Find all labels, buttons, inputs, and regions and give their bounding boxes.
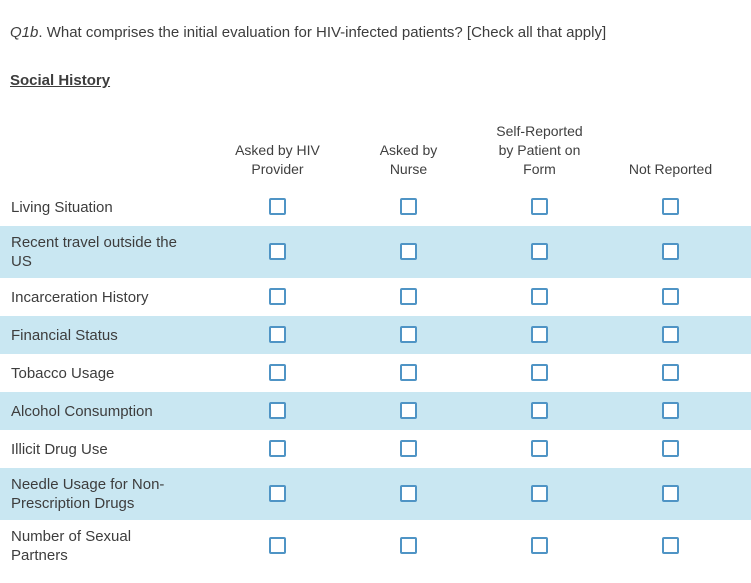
- row-label: Illicit Drug Use: [11, 440, 108, 458]
- table-row-financial-status: Financial Status: [0, 316, 751, 354]
- checkbox[interactable]: [662, 243, 679, 261]
- row-label: Incarceration History: [11, 288, 149, 306]
- checkbox[interactable]: [269, 485, 286, 503]
- checkbox[interactable]: [531, 485, 548, 503]
- row-label: Recent travel outside the US: [11, 234, 177, 270]
- table-row-tobacco-usage: Tobacco Usage: [0, 354, 751, 392]
- checkbox[interactable]: [662, 326, 679, 344]
- checkbox[interactable]: [531, 243, 548, 261]
- column-header-label: Self-Reported by Patient on Form: [496, 123, 583, 177]
- row-label: Living Situation: [11, 198, 113, 216]
- matrix-header-row: Asked by HIV Provider Asked by Nurse Sel…: [0, 122, 751, 188]
- table-row-incarceration-history: Incarceration History: [0, 278, 751, 316]
- checkbox[interactable]: [400, 440, 417, 458]
- question-text: Q1b. What comprises the initial evaluati…: [10, 24, 751, 42]
- checkbox[interactable]: [400, 243, 417, 261]
- checkbox[interactable]: [269, 326, 286, 344]
- checkbox[interactable]: [662, 440, 679, 458]
- checkbox[interactable]: [531, 440, 548, 458]
- checkbox[interactable]: [400, 326, 417, 344]
- table-row-recent-travel: Recent travel outside the US: [0, 226, 751, 278]
- table-row-needle-usage: Needle Usage for Non- Prescription Drugs: [0, 468, 751, 520]
- row-label: Needle Usage for Non- Prescription Drugs: [11, 476, 165, 512]
- question-body: . What comprises the initial evaluation …: [38, 24, 607, 41]
- row-label: Number of Sexual Partners: [11, 528, 132, 564]
- row-label: Tobacco Usage: [11, 364, 115, 382]
- checkbox[interactable]: [531, 364, 548, 382]
- column-header-asked-by-nurse: Asked by Nurse: [343, 141, 474, 179]
- question-number: Q1b: [10, 24, 39, 41]
- checkbox[interactable]: [400, 288, 417, 306]
- checkbox[interactable]: [400, 364, 417, 382]
- column-header-label: Asked by Nurse: [379, 142, 438, 177]
- table-row-living-situation: Living Situation: [0, 188, 751, 226]
- table-row-sexual-partners: Number of Sexual Partners: [0, 520, 751, 572]
- checkbox[interactable]: [269, 198, 286, 216]
- row-label: Financial Status: [11, 326, 118, 344]
- table-row-illicit-drug-use: Illicit Drug Use: [0, 430, 751, 468]
- checkbox[interactable]: [531, 326, 548, 344]
- checkbox[interactable]: [400, 537, 417, 555]
- checkbox[interactable]: [531, 198, 548, 216]
- checkbox[interactable]: [662, 198, 679, 216]
- column-header-self-reported: Self-Reported by Patient on Form: [474, 122, 605, 179]
- checkbox[interactable]: [400, 198, 417, 216]
- table-row-alcohol-consumption: Alcohol Consumption: [0, 392, 751, 430]
- column-header-asked-by-hiv-provider: Asked by HIV Provider: [212, 141, 343, 179]
- checkbox[interactable]: [269, 243, 286, 261]
- checkbox[interactable]: [662, 537, 679, 555]
- checkbox[interactable]: [531, 537, 548, 555]
- column-header-label: Not Reported: [628, 161, 713, 177]
- checkbox[interactable]: [269, 288, 286, 306]
- checkbox[interactable]: [269, 402, 286, 420]
- section-title: Social History: [10, 72, 111, 89]
- checkbox[interactable]: [269, 440, 286, 458]
- checkbox[interactable]: [269, 537, 286, 555]
- checkbox[interactable]: [400, 402, 417, 420]
- row-label: Alcohol Consumption: [11, 402, 153, 420]
- checkbox[interactable]: [662, 485, 679, 503]
- checkbox[interactable]: [662, 402, 679, 420]
- checkbox-matrix: Asked by HIV Provider Asked by Nurse Sel…: [0, 122, 751, 572]
- column-header-label: Asked by HIV Provider: [235, 142, 320, 177]
- checkbox[interactable]: [662, 288, 679, 306]
- column-header-not-reported: Not Reported: [605, 160, 736, 179]
- checkbox[interactable]: [400, 485, 417, 503]
- checkbox[interactable]: [662, 364, 679, 382]
- checkbox[interactable]: [531, 402, 548, 420]
- checkbox[interactable]: [269, 364, 286, 382]
- checkbox[interactable]: [531, 288, 548, 306]
